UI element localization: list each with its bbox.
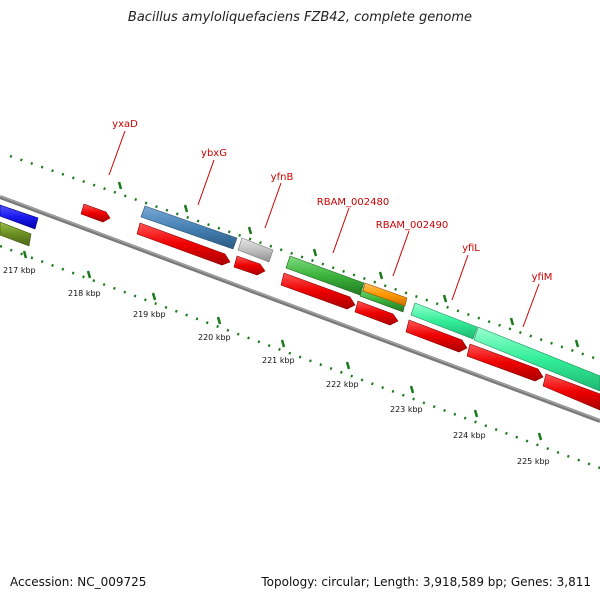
inner-major-tick bbox=[86, 270, 92, 279]
cds-arrow bbox=[466, 343, 544, 382]
accession-text: Accession: NC_009725 bbox=[10, 575, 147, 589]
callout-yfiL bbox=[451, 254, 469, 301]
outer-major-tick bbox=[312, 248, 318, 257]
outer-major-tick bbox=[574, 339, 580, 348]
gene-label-yfiL: yfiL bbox=[462, 243, 480, 254]
outer-dotted-line bbox=[9, 154, 600, 362]
gene-label-yxaD: yxaD bbox=[112, 119, 138, 130]
feature-orange-RBAM_002490 bbox=[362, 282, 408, 307]
inner-major-tick bbox=[537, 432, 543, 441]
inner-scale-track bbox=[0, 244, 600, 470]
genome-backbone bbox=[0, 195, 600, 423]
gene-label-RBAM_002480: RBAM_002480 bbox=[317, 197, 389, 208]
feature-orange-box bbox=[362, 282, 408, 307]
feature-steelblue-ybxG bbox=[140, 205, 238, 250]
scale-label: 225 kbp bbox=[517, 457, 550, 466]
feature-olive bbox=[0, 221, 32, 247]
cds-arrow bbox=[136, 222, 231, 266]
scale-label: 220 kbp bbox=[198, 333, 231, 342]
topology-text: Topology: circular; Length: 3,918,589 bp… bbox=[261, 575, 591, 589]
inner-major-tick bbox=[280, 339, 286, 348]
feature-olive-box bbox=[0, 221, 32, 247]
cds-arrow bbox=[80, 203, 111, 223]
genome-backbone-highlight bbox=[0, 195, 600, 421]
gene-label-yfnB: yfnB bbox=[271, 172, 294, 183]
outer-tick-track bbox=[9, 154, 600, 362]
outer-major-tick bbox=[183, 204, 189, 213]
feature-aqua-yfiL bbox=[410, 302, 478, 340]
feature-steelblue-box bbox=[140, 205, 238, 250]
scale-label: 217 kbp bbox=[3, 266, 36, 275]
feature-grey-box bbox=[237, 237, 274, 263]
callout-yxaD bbox=[108, 130, 126, 176]
scale-label: 224 kbp bbox=[453, 431, 486, 440]
inner-major-tick bbox=[216, 316, 222, 325]
feature-grey-yfnB bbox=[237, 237, 274, 263]
cds-arrow bbox=[280, 272, 356, 310]
outer-major-tick bbox=[247, 226, 253, 235]
feature-blue-box bbox=[0, 204, 39, 230]
cds-arrow bbox=[233, 255, 266, 276]
feature-aqua-box-yfiM bbox=[473, 326, 600, 392]
gene-label-ybxG: ybxG bbox=[201, 148, 227, 159]
callout-yfiM bbox=[522, 283, 540, 328]
scale-label: 219 kbp bbox=[133, 310, 166, 319]
outer-major-tick bbox=[442, 294, 448, 303]
callout-RBAM_002490 bbox=[392, 230, 410, 277]
outer-major-tick bbox=[509, 317, 515, 326]
inner-major-tick bbox=[409, 385, 415, 394]
inner-major-tick bbox=[22, 250, 28, 259]
cds-arrow bbox=[354, 300, 399, 326]
callout-RBAM_002480 bbox=[332, 207, 350, 254]
gene-label-RBAM_002490: RBAM_002490 bbox=[376, 220, 448, 231]
inner-major-tick bbox=[151, 292, 157, 301]
gene-labels: yxaD ybxG yfnB RBAM_002480 RBAM_002490 y… bbox=[112, 119, 552, 283]
outer-major-tick bbox=[117, 181, 123, 190]
cds-arrow bbox=[405, 319, 468, 353]
inner-dotted-line bbox=[0, 244, 600, 470]
map-title: Bacillus amyloliquefaciens FZB42, comple… bbox=[127, 10, 473, 25]
label-callouts bbox=[108, 130, 540, 328]
inner-major-tick bbox=[473, 409, 479, 418]
scale-label: 223 kbp bbox=[390, 405, 423, 414]
scale-label: 218 kbp bbox=[68, 289, 101, 298]
scale-label: 222 kbp bbox=[326, 380, 359, 389]
inner-major-tick bbox=[345, 361, 351, 370]
feature-aqua-yfiM bbox=[473, 326, 600, 392]
callout-yfnB bbox=[264, 182, 282, 229]
gene-label-yfiM: yfiM bbox=[532, 272, 553, 283]
outer-major-tick bbox=[378, 271, 384, 280]
feature-aqua-box-yfiL bbox=[410, 302, 478, 340]
cds-arrow bbox=[542, 373, 600, 411]
callout-ybxG bbox=[197, 159, 215, 206]
scale-label: 221 kbp bbox=[262, 356, 295, 365]
feature-blue bbox=[0, 204, 39, 230]
scale-labels: 217 kbp 218 kbp 219 kbp 220 kbp 221 kbp … bbox=[3, 266, 550, 466]
cds-row bbox=[80, 203, 600, 411]
